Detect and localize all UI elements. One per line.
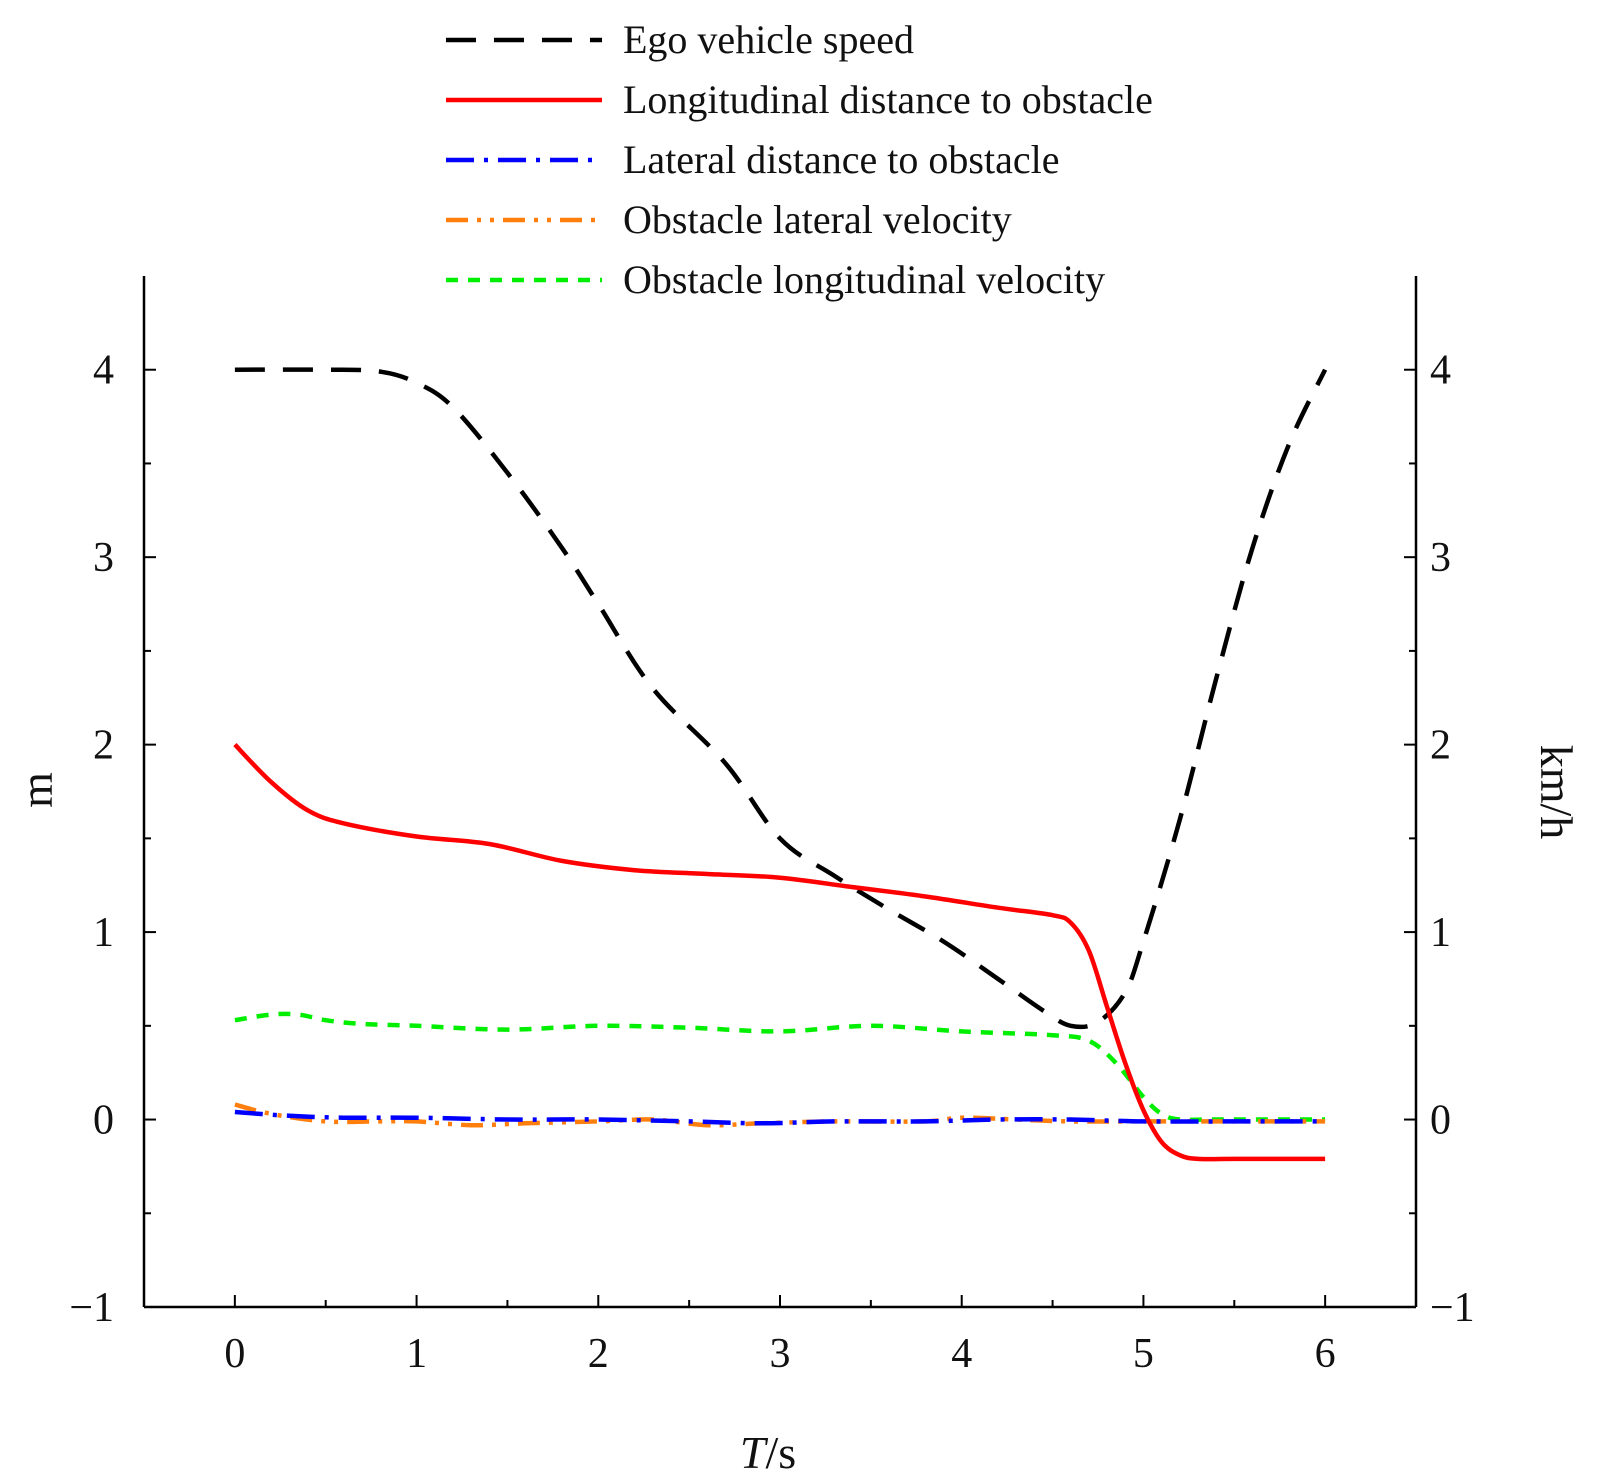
legend-label-lateral-distance-to-obstacle: Lateral distance to obstacle — [623, 137, 1059, 182]
tick-labels: 0 1 2 3 4 5 6 −1 −1 0 0 1 1 2 2 3 3 4 4 — [69, 348, 1474, 1377]
y-tick-label-right: 4 — [1430, 348, 1451, 394]
legend: Ego vehicle speed Longitudinal distance t… — [446, 17, 1153, 302]
series-line-ego-vehicle-speed — [234, 367, 1328, 1030]
x-tick-label: 4 — [951, 1331, 972, 1377]
y-tick-label-left: 0 — [93, 1098, 114, 1144]
x-tick-label: 5 — [1133, 1331, 1154, 1377]
y-tick-label-left: 1 — [93, 910, 114, 956]
legend-label-obstacle-longitudinal-velocity: Obstacle longitudinal velocity — [623, 257, 1105, 302]
plot-series — [233, 367, 1328, 1162]
y-axis-label-left: m — [11, 772, 62, 808]
y-tick-label-right: 0 — [1430, 1098, 1451, 1144]
y-tick-label-right: 3 — [1430, 535, 1451, 581]
x-tick-label: 0 — [224, 1331, 245, 1377]
axes — [142, 276, 1418, 1309]
y-tick-label-left: 3 — [93, 535, 114, 581]
y-tick-label-left: 4 — [93, 348, 114, 394]
x-tick-label: 1 — [406, 1331, 427, 1377]
x-tick-label: 3 — [770, 1331, 791, 1377]
legend-label-longitudinal-distance-to-obstacle: Longitudinal distance to obstacle — [623, 77, 1153, 122]
y-tick-label-right: −1 — [1430, 1285, 1475, 1331]
x-tick-label: 6 — [1315, 1331, 1336, 1377]
y-tick-label-right: 1 — [1430, 910, 1451, 956]
y-tick-label-left: −1 — [69, 1285, 114, 1331]
x-axis-label: T/s — [740, 1427, 796, 1478]
series-line-longitudinal-distance-to-obstacle — [233, 743, 1326, 1162]
series-line-lateral-distance-to-obstacle — [234, 1109, 1326, 1126]
y-tick-label-right: 2 — [1430, 723, 1451, 769]
legend-label-ego-vehicle-speed: Ego vehicle speed — [623, 17, 914, 62]
y-tick-label-left: 2 — [93, 723, 114, 769]
y-axis-label-right: km/h — [1531, 745, 1582, 840]
legend-label-obstacle-lateral-velocity: Obstacle lateral velocity — [623, 197, 1012, 242]
x-tick-label: 2 — [588, 1331, 609, 1377]
